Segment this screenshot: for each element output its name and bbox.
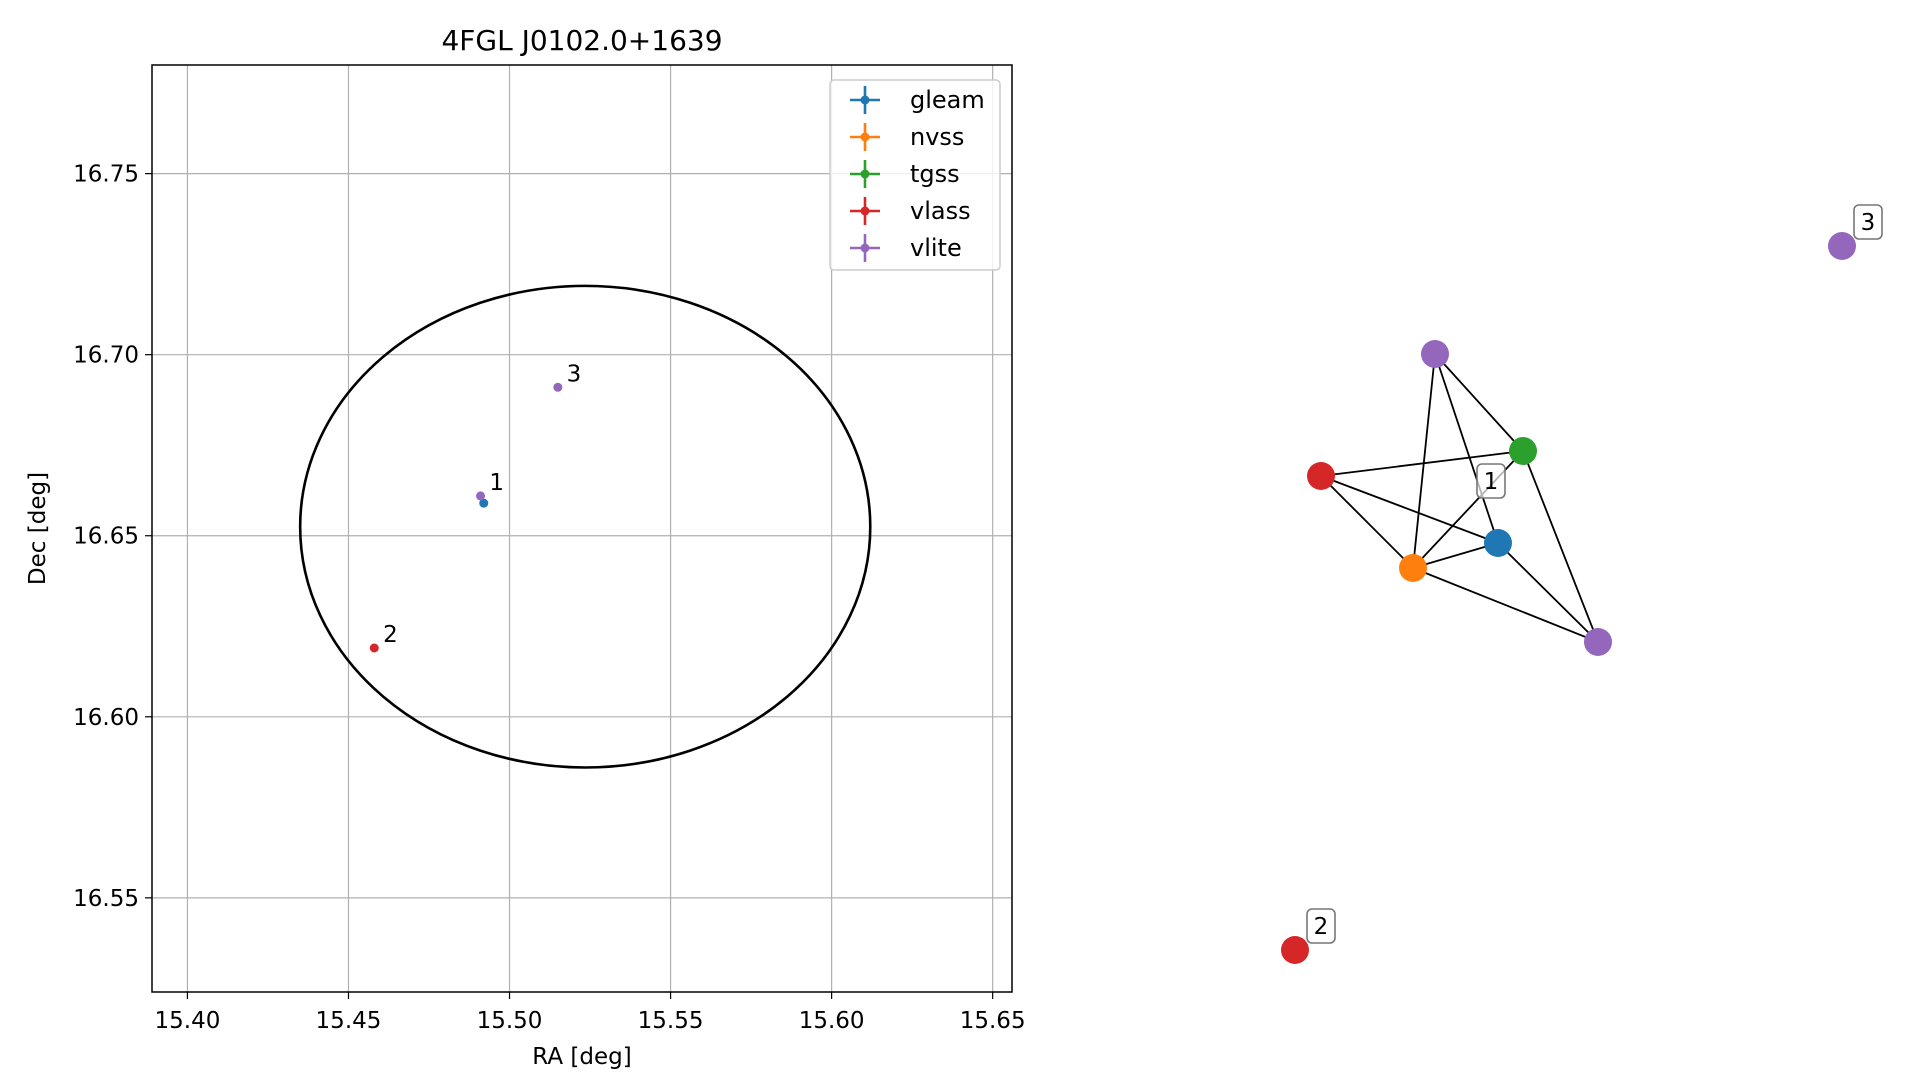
point-annotations: 1 2 3 [383, 361, 581, 648]
network-node [1421, 340, 1449, 368]
legend-box [829, 79, 1001, 271]
network-panel: 1 2 3 [1281, 204, 1883, 964]
network-node [1484, 529, 1512, 557]
scatter-panel: 4FGL J0102.0+1639 123 15.40 15.45 15.50 15.… [25, 24, 1026, 1070]
point-gleam [479, 498, 489, 508]
network-label-box [1853, 204, 1883, 240]
legend-items: gleam nvss tgss vlass vlite [850, 86, 985, 262]
network-edge [1412, 542, 1499, 569]
point-vlite [553, 382, 563, 392]
legend-marker [860, 169, 870, 179]
plot-frame [151, 64, 1013, 993]
network-nodes [1281, 232, 1856, 964]
legend: gleam nvss tgss vlass vlite [829, 79, 1001, 271]
network-edge [1320, 475, 1414, 569]
network-edge [1497, 542, 1599, 643]
chart-title: 4FGL J0102.0+1639 [441, 24, 722, 57]
network-edge [1434, 353, 1524, 452]
y-tick-label: 16.65 [73, 524, 139, 550]
network-label: 2 [1306, 908, 1336, 944]
network-label: 3 [1853, 204, 1883, 240]
network-edge [1522, 450, 1599, 643]
legend-item-gleam: gleam [850, 86, 985, 114]
network-edge [1434, 353, 1499, 544]
x-tick-label: 15.65 [960, 1008, 1026, 1034]
network-labels: 1 2 3 [1306, 204, 1883, 944]
x-tick-label: 15.50 [477, 1008, 543, 1034]
y-axis-label: Dec [deg] [25, 472, 51, 585]
x-tick-label: 15.60 [799, 1008, 865, 1034]
network-label-text: 1 [1484, 469, 1499, 495]
network-node [1828, 232, 1856, 260]
point-annotation: 1 [489, 470, 504, 496]
point-annotation: 2 [383, 622, 398, 648]
legend-marker [860, 95, 870, 105]
network-label: 1 [1476, 463, 1506, 499]
network-node [1281, 936, 1309, 964]
legend-label: vlite [910, 234, 962, 262]
y-tick-label: 16.55 [73, 886, 139, 912]
network-edge [1412, 567, 1599, 643]
network-label-text: 3 [1861, 210, 1876, 236]
network-node [1584, 628, 1612, 656]
point-vlite [476, 491, 486, 501]
network-edges [1320, 353, 1599, 643]
network-node [1307, 462, 1335, 490]
x-tick-label: 15.40 [155, 1008, 221, 1034]
y-tick-label: 16.75 [73, 162, 139, 188]
network-node [1509, 437, 1537, 465]
x-tick-label: 15.45 [316, 1008, 382, 1034]
y-tick-label: 16.60 [73, 705, 139, 731]
legend-marker [860, 243, 870, 253]
legend-label: vlass [910, 197, 971, 225]
y-tick-label: 16.70 [73, 343, 139, 369]
legend-label: nvss [910, 123, 964, 151]
network-node [1399, 554, 1427, 582]
network-edge [1320, 450, 1524, 477]
y-axis-ticks: 16.55 16.60 16.65 16.70 16.75 [73, 162, 152, 912]
network-label-box [1306, 908, 1336, 944]
network-edge [1320, 475, 1499, 544]
localization-ellipse-shape [298, 284, 872, 769]
network-label-text: 2 [1314, 914, 1329, 940]
network-edge [1412, 353, 1436, 569]
legend-item-tgss: tgss [850, 160, 960, 188]
legend-marker [860, 132, 870, 142]
point-vlass [369, 643, 379, 653]
legend-label: tgss [910, 160, 960, 188]
legend-label: gleam [910, 86, 985, 114]
legend-item-vlite: vlite [850, 234, 962, 262]
point-annotation: 3 [567, 361, 582, 387]
x-axis-label: RA [deg] [532, 1044, 631, 1070]
x-tick-label: 15.55 [638, 1008, 704, 1034]
localization-ellipse [298, 284, 872, 769]
legend-marker [860, 206, 870, 216]
legend-item-nvss: nvss [850, 123, 964, 151]
legend-item-vlass: vlass [850, 197, 971, 225]
x-axis-ticks: 15.40 15.45 15.50 15.55 15.60 15.65 [155, 992, 1026, 1034]
data-points [369, 382, 563, 653]
network-label-box [1476, 463, 1506, 499]
